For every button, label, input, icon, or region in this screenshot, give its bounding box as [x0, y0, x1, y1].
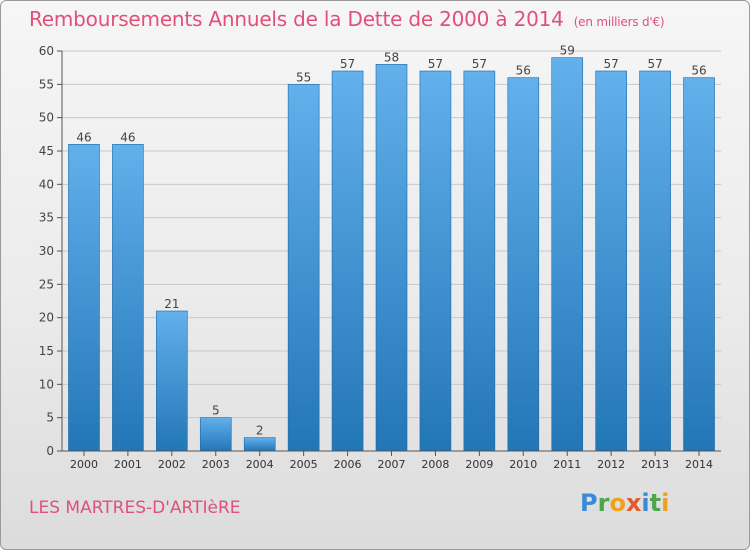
bar: [243, 437, 276, 452]
logo-letter: t: [649, 489, 662, 517]
bar: [595, 70, 627, 452]
y-tick-label: 5: [46, 411, 54, 425]
data-label: 57: [604, 57, 619, 71]
x-tick-label: 2014: [685, 458, 713, 471]
x-tick-label: 2008: [421, 458, 449, 471]
data-label: 57: [647, 57, 662, 71]
bar: [507, 77, 540, 452]
x-tick-label: 2012: [597, 458, 625, 471]
data-label: 57: [340, 57, 355, 71]
y-tick-label: 55: [39, 77, 54, 91]
bar: [639, 70, 671, 452]
proxiti-logo: Proxiti: [580, 489, 669, 517]
data-label: 2: [256, 424, 264, 438]
data-label: 56: [516, 64, 531, 78]
x-tick-label: 2002: [158, 458, 186, 471]
logo-letter: i: [661, 489, 670, 517]
data-label: 58: [384, 50, 399, 64]
x-tick-label: 2003: [202, 458, 230, 471]
x-tick-label: 2009: [465, 458, 493, 471]
y-tick-label: 50: [39, 111, 54, 125]
y-tick-label: 20: [39, 311, 54, 325]
bar: [156, 310, 188, 452]
logo-letter: x: [625, 489, 642, 517]
y-tick-label: 10: [39, 377, 54, 391]
y-tick-label: 60: [39, 44, 54, 58]
logo-letter: P: [580, 489, 598, 517]
data-label: 59: [560, 44, 575, 58]
bar: [551, 57, 584, 452]
bar: [683, 77, 715, 452]
x-tick-label: 2004: [246, 458, 274, 471]
x-tick-label: 2007: [378, 458, 406, 471]
x-tick-label: 2001: [114, 458, 142, 471]
bar: [419, 70, 452, 452]
x-tick-label: 2006: [334, 458, 362, 471]
bar: [112, 144, 144, 452]
logo-letter: r: [597, 489, 610, 517]
x-tick-label: 2013: [641, 458, 669, 471]
x-tick-label: 2011: [553, 458, 581, 471]
y-tick-label: 45: [39, 144, 54, 158]
data-label: 5: [212, 404, 220, 418]
data-label: 55: [296, 70, 311, 84]
chart-title: Remboursements Annuels de la Dette de 20…: [29, 7, 665, 31]
x-tick-label: 2010: [509, 458, 537, 471]
logo-letter: o: [609, 489, 626, 517]
bar: [463, 70, 496, 452]
data-label: 57: [472, 57, 487, 71]
commune-name: LES MARTRES-D'ARTIèRE: [29, 498, 241, 518]
y-tick-label: 25: [39, 277, 54, 291]
y-tick-label: 30: [39, 244, 54, 258]
data-label: 57: [428, 57, 443, 71]
x-tick-label: 2005: [290, 458, 318, 471]
bar: [375, 64, 408, 452]
y-tick-label: 0: [46, 444, 54, 458]
data-label: 56: [691, 64, 706, 78]
y-tick-label: 35: [39, 211, 54, 225]
bar: [287, 84, 320, 452]
title-unit: (en milliers d'€): [573, 15, 665, 29]
logo-letter: i: [641, 489, 650, 517]
bar: [199, 417, 232, 452]
y-tick-label: 15: [39, 344, 54, 358]
title-text: Remboursements Annuels de la Dette de 20…: [29, 7, 564, 31]
y-tick-label: 40: [39, 177, 54, 191]
data-label: 46: [120, 130, 135, 144]
data-label: 21: [164, 297, 179, 311]
bar: [68, 144, 100, 452]
x-tick-label: 2000: [70, 458, 98, 471]
data-label: 46: [76, 130, 91, 144]
bar: [331, 70, 364, 452]
